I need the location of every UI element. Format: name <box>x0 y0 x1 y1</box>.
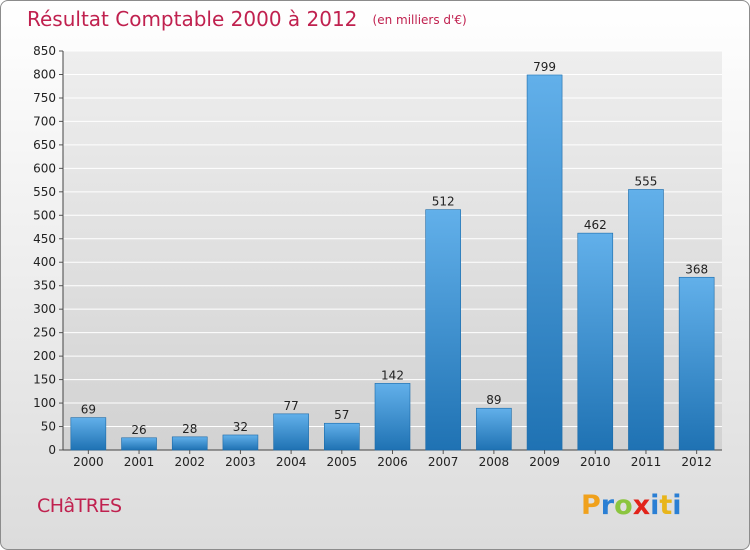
bar <box>273 413 309 451</box>
y-tick-label: 500 <box>33 208 56 222</box>
bar <box>171 436 208 451</box>
bar <box>374 383 411 451</box>
chart-title: Résultat Comptable 2000 à 2012 <box>27 7 358 31</box>
x-tick-label: 2012 <box>681 455 712 469</box>
x-tick-label: 2003 <box>225 455 256 469</box>
y-tick-label: 700 <box>33 114 56 128</box>
chart-subtitle: (en milliers d'€) <box>372 13 467 27</box>
y-tick-label: 150 <box>33 373 56 387</box>
y-tick-label: 0 <box>48 443 56 457</box>
bar <box>425 209 461 451</box>
y-tick-label: 600 <box>33 161 56 175</box>
commune-name: CHâTRES <box>37 495 122 517</box>
y-tick-label: 750 <box>33 91 56 105</box>
y-tick-label: 300 <box>33 302 56 316</box>
x-tick-label: 2007 <box>428 455 459 469</box>
bar-value-label: 368 <box>685 262 708 276</box>
logo-letter: i <box>650 490 660 521</box>
y-tick-label: 400 <box>33 255 56 269</box>
logo-letter: o <box>614 490 633 521</box>
proxiti-logo: Proxiti <box>581 490 682 521</box>
bar-value-label: 69 <box>81 403 96 417</box>
bar-value-label: 28 <box>182 422 197 436</box>
bar <box>476 407 512 451</box>
bar-value-label: 512 <box>432 195 455 209</box>
bar-value-label: 57 <box>334 408 349 422</box>
title-row: Résultat Comptable 2000 à 2012 (en milli… <box>27 7 467 31</box>
y-tick-label: 850 <box>33 44 56 58</box>
y-tick-label: 800 <box>33 67 56 81</box>
logo-letter: r <box>600 490 615 521</box>
y-tick-label: 450 <box>33 232 56 246</box>
bar <box>222 434 259 451</box>
bar <box>324 422 360 451</box>
y-tick-label: 200 <box>33 349 56 363</box>
logo-letter: x <box>632 490 651 521</box>
y-tick-label: 550 <box>33 185 56 199</box>
x-tick-label: 2009 <box>529 455 560 469</box>
logo-letter: P <box>581 490 601 521</box>
bar <box>526 74 563 451</box>
x-tick-label: 2001 <box>124 455 155 469</box>
y-tick-label: 250 <box>33 326 56 340</box>
x-tick-label: 2010 <box>580 455 611 469</box>
x-tick-label: 2008 <box>479 455 510 469</box>
bar <box>70 417 107 451</box>
bar <box>678 276 715 451</box>
x-tick-label: 2002 <box>174 455 205 469</box>
bar-value-label: 89 <box>486 393 501 407</box>
logo-letter: t <box>659 490 673 521</box>
x-tick-label: 2006 <box>377 455 408 469</box>
bar-value-label: 32 <box>233 420 248 434</box>
bar-value-label: 799 <box>533 60 556 74</box>
bar-value-label: 142 <box>381 368 404 382</box>
x-tick-label: 2005 <box>327 455 358 469</box>
y-tick-label: 650 <box>33 138 56 152</box>
bar-value-label: 26 <box>131 423 146 437</box>
y-tick-label: 50 <box>41 420 56 434</box>
x-tick-label: 2000 <box>73 455 104 469</box>
y-tick-label: 350 <box>33 279 56 293</box>
bar-value-label: 555 <box>635 174 658 188</box>
y-tick-label: 100 <box>33 396 56 410</box>
bar-value-label: 462 <box>584 218 607 232</box>
bar <box>121 437 157 451</box>
bar <box>577 232 614 451</box>
bar-value-label: 77 <box>283 399 298 413</box>
x-tick-label: 2011 <box>631 455 662 469</box>
logo-letter: i <box>672 490 682 521</box>
x-tick-label: 2004 <box>276 455 307 469</box>
bar <box>628 189 664 451</box>
